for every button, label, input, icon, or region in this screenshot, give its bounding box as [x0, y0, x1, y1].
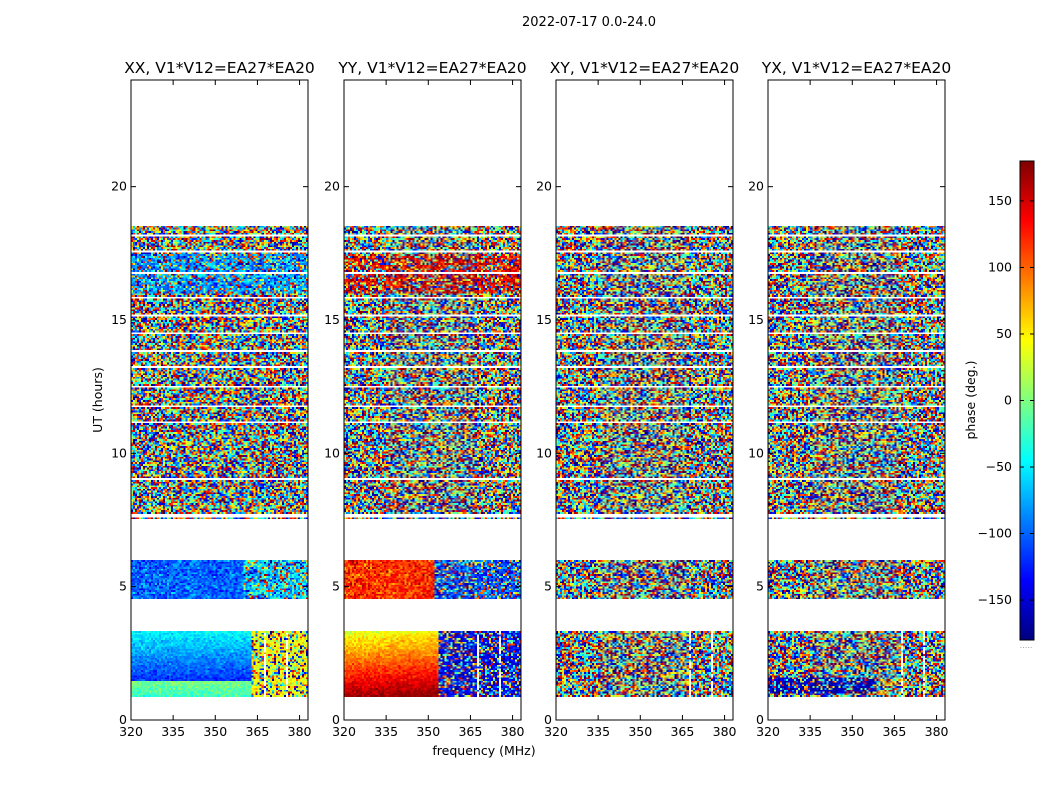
x-tick-label: 335 [798, 724, 822, 739]
colorbar-ticks: −150 −100 −50 0 50 100 150 [978, 193, 1034, 607]
colorbar-tick-label: 0 [1004, 393, 1012, 408]
y-tick-label: 5 [332, 579, 340, 594]
x-tick-label: 335 [161, 724, 185, 739]
panel-2: YY, V1*V12=EA27*EA20 320 335 350 365 380 0 5 10 1… [324, 59, 527, 739]
panels-group: XX, V1*V12=EA27*EA20 320 335 350 365 380 0 5 10 1… [111, 59, 951, 739]
figure-suptitle: 2022-07-17 0.0-24.0 [522, 15, 656, 30]
colorbar-tick-label: −50 [986, 459, 1012, 474]
y-tick-label: 20 [748, 179, 764, 194]
y-tick-label: 10 [324, 445, 340, 460]
y-tick-label: 15 [748, 312, 764, 327]
x-tick-label: 380 [713, 724, 737, 739]
panel-1: XX, V1*V12=EA27*EA20 320 335 350 365 380 0 5 10 1… [111, 59, 315, 739]
x-tick-label: 365 [458, 724, 482, 739]
colorbar-tick-label: −100 [978, 526, 1012, 541]
panel-title: XX, V1*V12=EA27*EA20 [124, 59, 315, 77]
x-axis-label: frequency (MHz) [432, 743, 535, 758]
axes-frame [343, 79, 522, 721]
x-tick-label: 350 [840, 724, 864, 739]
colorbar-tick-label: −150 [978, 592, 1012, 607]
axes-frame [767, 79, 946, 721]
x-tick-label: 320 [119, 724, 143, 739]
x-tick-label: 365 [245, 724, 269, 739]
heatmap-image [131, 80, 308, 720]
x-tick-label: 320 [544, 724, 568, 739]
panel-title: YX, V1*V12=EA27*EA20 [761, 59, 951, 77]
y-tick-label: 5 [119, 579, 127, 594]
y-tick-label: 15 [324, 312, 340, 327]
y-tick-label: 0 [544, 712, 552, 727]
y-tick-label: 0 [119, 712, 127, 727]
x-tick-label: 335 [586, 724, 610, 739]
x-tick-label: 320 [756, 724, 780, 739]
colorbar-label: phase (deg.) [963, 361, 978, 440]
y-tick-label: 0 [756, 712, 764, 727]
colorbar-tick-label: 50 [996, 326, 1012, 341]
colorbar-tick-label: 100 [988, 259, 1012, 274]
y-axis-label: UT (hours) [90, 367, 105, 433]
x-tick-label: 350 [628, 724, 652, 739]
panel-title: XY, V1*V12=EA27*EA20 [550, 59, 739, 77]
y-tick-label: 10 [111, 445, 127, 460]
y-tick-label: 5 [756, 579, 764, 594]
colorbar: −150 −100 −50 0 50 100 150 phase (deg.) ..... [963, 160, 1035, 650]
y-tick-label: 10 [536, 445, 552, 460]
axes-frame [555, 79, 734, 721]
x-tick-label: 380 [288, 724, 312, 739]
x-tick-label: 380 [925, 724, 949, 739]
y-tick-label: 20 [324, 179, 340, 194]
colorbar-footnote: ..... [1020, 641, 1033, 650]
panel-3: XY, V1*V12=EA27*EA20 320 335 350 365 380 0 5 10 1… [536, 59, 739, 739]
y-tick-label: 20 [536, 179, 552, 194]
x-tick-label: 365 [882, 724, 906, 739]
y-tick-label: 15 [111, 312, 127, 327]
panel-title: YY, V1*V12=EA27*EA20 [337, 59, 526, 77]
panel-4: YX, V1*V12=EA27*EA20 320 335 350 365 380 0 5 10 1… [748, 59, 951, 739]
y-tick-label: 15 [536, 312, 552, 327]
x-tick-label: 335 [374, 724, 398, 739]
y-tick-label: 10 [748, 445, 764, 460]
axes-frame [130, 79, 309, 721]
x-tick-label: 365 [670, 724, 694, 739]
x-tick-label: 350 [416, 724, 440, 739]
y-tick-label: 5 [544, 579, 552, 594]
x-tick-label: 350 [203, 724, 227, 739]
x-tick-label: 380 [501, 724, 525, 739]
colorbar-tick-label: 150 [988, 193, 1012, 208]
y-tick-label: 0 [332, 712, 340, 727]
y-tick-label: 20 [111, 179, 127, 194]
heatmap-image [768, 80, 945, 720]
heatmap-image [556, 80, 733, 720]
x-tick-label: 320 [332, 724, 356, 739]
heatmap-image [344, 80, 521, 720]
